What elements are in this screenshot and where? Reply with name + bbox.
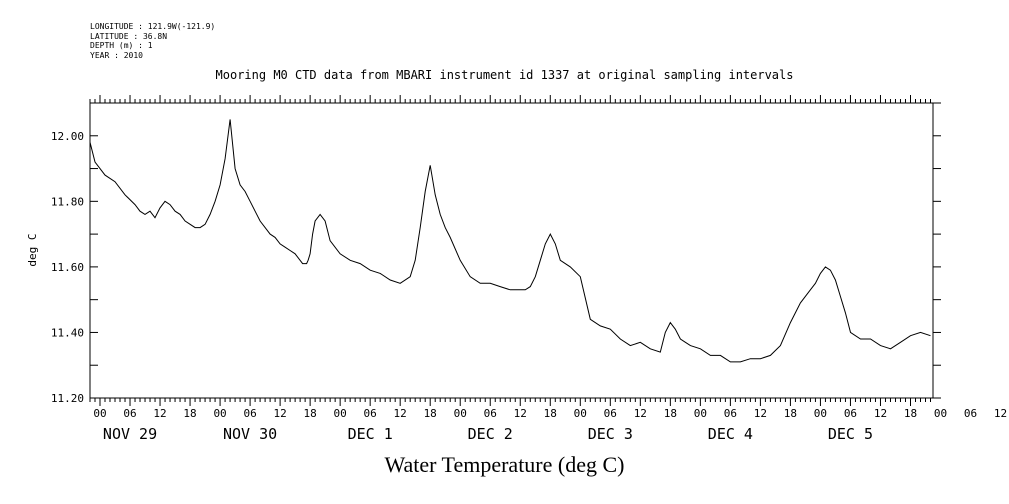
plot-frame xyxy=(89,102,934,399)
x-tick-label: 00 xyxy=(454,407,467,420)
x-day-label: DEC 4 xyxy=(708,425,753,443)
x-tick-label: 18 xyxy=(424,407,437,420)
x-tick-label: 00 xyxy=(574,407,587,420)
metadata-latitude: LATITUDE : 36.8N xyxy=(90,31,168,41)
x-axis-label: Water Temperature (deg C) xyxy=(384,452,625,477)
x-tick-label: 12 xyxy=(153,407,166,420)
x-tick-label: 12 xyxy=(994,407,1007,420)
x-tick-label: 06 xyxy=(484,407,497,420)
metadata-year: YEAR : 2010 xyxy=(90,50,143,60)
x-tick-label: 12 xyxy=(754,407,767,420)
chart-title: Mooring M0 CTD data from MBARI instrumen… xyxy=(215,68,794,82)
x-tick-label: 06 xyxy=(364,407,377,420)
x-tick-label: 18 xyxy=(664,407,677,420)
y-tick-label: 11.60 xyxy=(51,261,84,274)
metadata-depth: DEPTH (m) : 1 xyxy=(90,41,153,50)
x-tick-label: 00 xyxy=(934,407,947,420)
y-tick-label: 11.80 xyxy=(51,195,84,208)
axis-ticks xyxy=(89,95,941,406)
y-tick-label: 12.00 xyxy=(51,130,84,143)
x-tick-label: 00 xyxy=(694,407,707,420)
x-tick-label: 12 xyxy=(874,407,887,420)
x-day-label: DEC 3 xyxy=(588,425,633,443)
y-axis-label: deg C xyxy=(26,233,39,266)
x-tick-label: 18 xyxy=(304,407,317,420)
x-day-label: DEC 5 xyxy=(828,425,873,443)
metadata-longitude: LONGITUDE : 121.9W(-121.9) xyxy=(90,22,216,31)
x-tick-label: 06 xyxy=(844,407,857,420)
x-day-label: DEC 1 xyxy=(348,425,393,443)
temperature-series-line xyxy=(89,119,931,363)
x-tick-label: 12 xyxy=(514,407,527,420)
x-tick-label: 00 xyxy=(814,407,827,420)
x-tick-label: 06 xyxy=(604,407,617,420)
x-day-label: NOV 30 xyxy=(223,425,277,443)
x-tick-label: 18 xyxy=(904,407,917,420)
axis-labels: 00 06 12 18 00 06 12 18 00 06 12 18 00 06 12 18 00 06 12 18… xyxy=(51,130,1007,443)
x-tick-label: 12 xyxy=(634,407,647,420)
y-tick-label: 11.40 xyxy=(51,326,84,339)
x-tick-label: 06 xyxy=(123,407,136,420)
x-day-label: DEC 2 xyxy=(468,425,513,443)
x-tick-label: 12 xyxy=(394,407,407,420)
x-tick-label: 12 xyxy=(273,407,286,420)
x-tick-label: 00 xyxy=(213,407,226,420)
metadata-block: LONGITUDE : 121.9W(-121.9) LATITUDE : 36… xyxy=(90,22,215,60)
x-tick-label: 18 xyxy=(183,407,196,420)
x-tick-label: 06 xyxy=(964,407,977,420)
x-day-label: NOV 29 xyxy=(103,425,157,443)
x-tick-label: 00 xyxy=(93,407,106,420)
x-tick-label: 06 xyxy=(243,407,256,420)
x-tick-label: 00 xyxy=(334,407,347,420)
x-tick-label: 18 xyxy=(544,407,557,420)
x-tick-label: 18 xyxy=(784,407,797,420)
y-tick-label: 11.20 xyxy=(51,392,84,405)
x-tick-label: 06 xyxy=(724,407,737,420)
